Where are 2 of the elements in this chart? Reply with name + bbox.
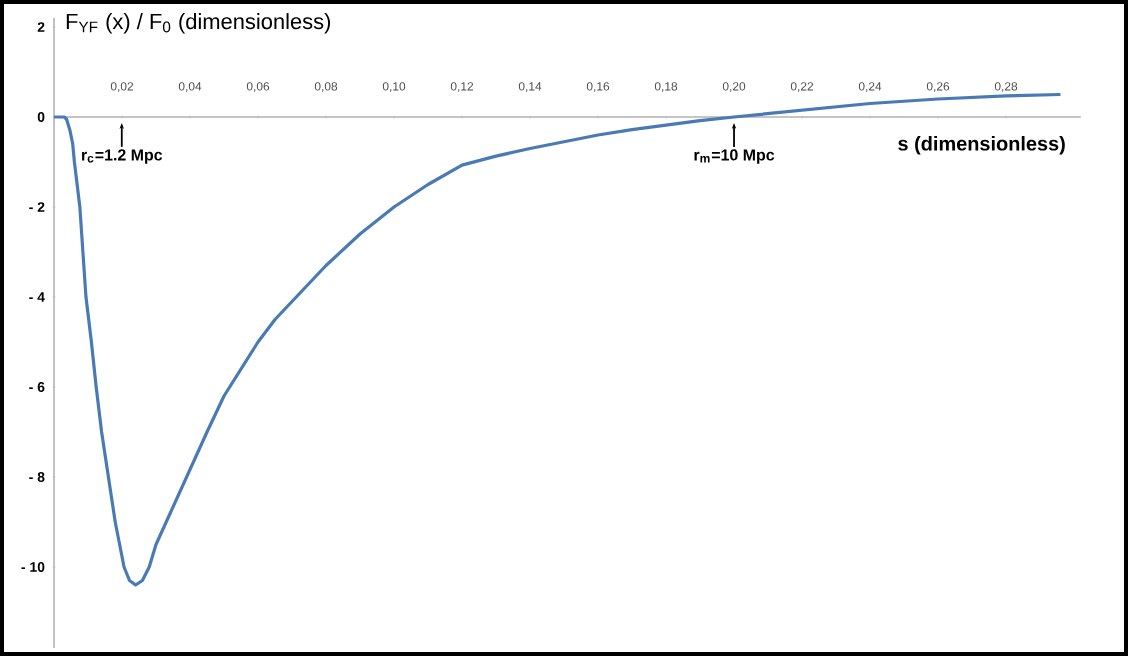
x-axis-title: s (dimensionless) <box>898 135 1065 155</box>
y-axis-title: F$_{YF}$ (x) / F$_{0}$ (dimensionless) <box>66 13 331 34</box>
